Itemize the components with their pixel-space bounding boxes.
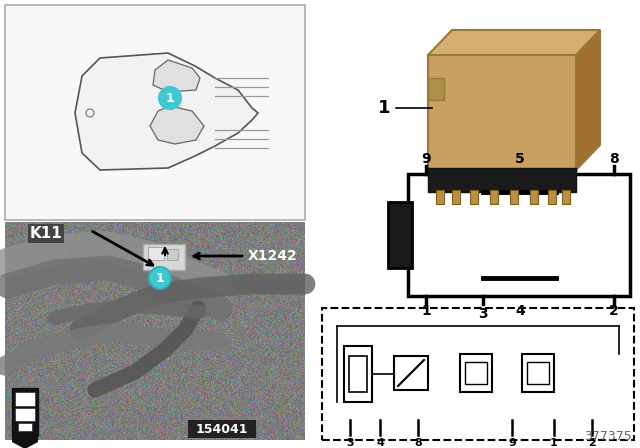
Bar (428, 168, 576, 192)
Bar (344, 346, 372, 402)
Bar (428, 55, 576, 170)
Bar (349, 356, 367, 392)
Polygon shape (576, 30, 600, 170)
Bar (15, 408, 35, 421)
Bar (548, 190, 556, 204)
Bar (394, 356, 428, 390)
Text: 3: 3 (346, 438, 354, 448)
Bar (15, 392, 35, 406)
Text: 9: 9 (421, 152, 431, 166)
Text: 377375: 377375 (584, 430, 632, 443)
Bar (490, 190, 498, 204)
Bar (470, 190, 478, 204)
Bar (143, 244, 185, 270)
Bar (322, 308, 634, 440)
Polygon shape (12, 436, 38, 448)
Text: 1: 1 (421, 304, 431, 318)
Bar (452, 190, 460, 204)
Bar (522, 354, 554, 392)
Bar (12, 388, 38, 436)
Bar (167, 249, 178, 260)
Bar (5, 222, 305, 440)
Bar (562, 190, 570, 204)
Circle shape (86, 109, 94, 117)
Polygon shape (153, 60, 200, 92)
Bar (148, 247, 164, 260)
Bar (408, 174, 630, 296)
Bar (18, 423, 32, 431)
Polygon shape (428, 30, 600, 55)
Bar (530, 190, 538, 204)
Bar (465, 362, 487, 384)
Bar (188, 420, 256, 438)
Text: 8: 8 (609, 152, 619, 166)
Text: 1: 1 (550, 438, 558, 448)
Text: 3: 3 (478, 307, 488, 321)
Bar (510, 190, 518, 204)
Text: 2: 2 (609, 304, 619, 318)
Text: 5: 5 (515, 152, 525, 166)
Bar (428, 78, 444, 100)
Text: 4: 4 (376, 438, 384, 448)
Polygon shape (150, 106, 204, 144)
Circle shape (149, 267, 171, 289)
Text: X1242: X1242 (248, 249, 298, 263)
Text: 9: 9 (508, 438, 516, 448)
Bar (388, 202, 412, 268)
Text: 1: 1 (378, 99, 390, 117)
Bar (527, 362, 549, 384)
Text: 1: 1 (166, 91, 174, 104)
Bar (5, 5, 305, 220)
Text: K11: K11 (30, 226, 63, 241)
Text: 4: 4 (515, 304, 525, 318)
Circle shape (159, 87, 181, 109)
Text: 8: 8 (414, 438, 422, 448)
Bar (460, 354, 492, 392)
Bar (436, 190, 444, 204)
Text: 1: 1 (156, 271, 164, 284)
Text: 154041: 154041 (196, 422, 248, 435)
Polygon shape (75, 53, 258, 170)
Text: 2: 2 (588, 438, 596, 448)
